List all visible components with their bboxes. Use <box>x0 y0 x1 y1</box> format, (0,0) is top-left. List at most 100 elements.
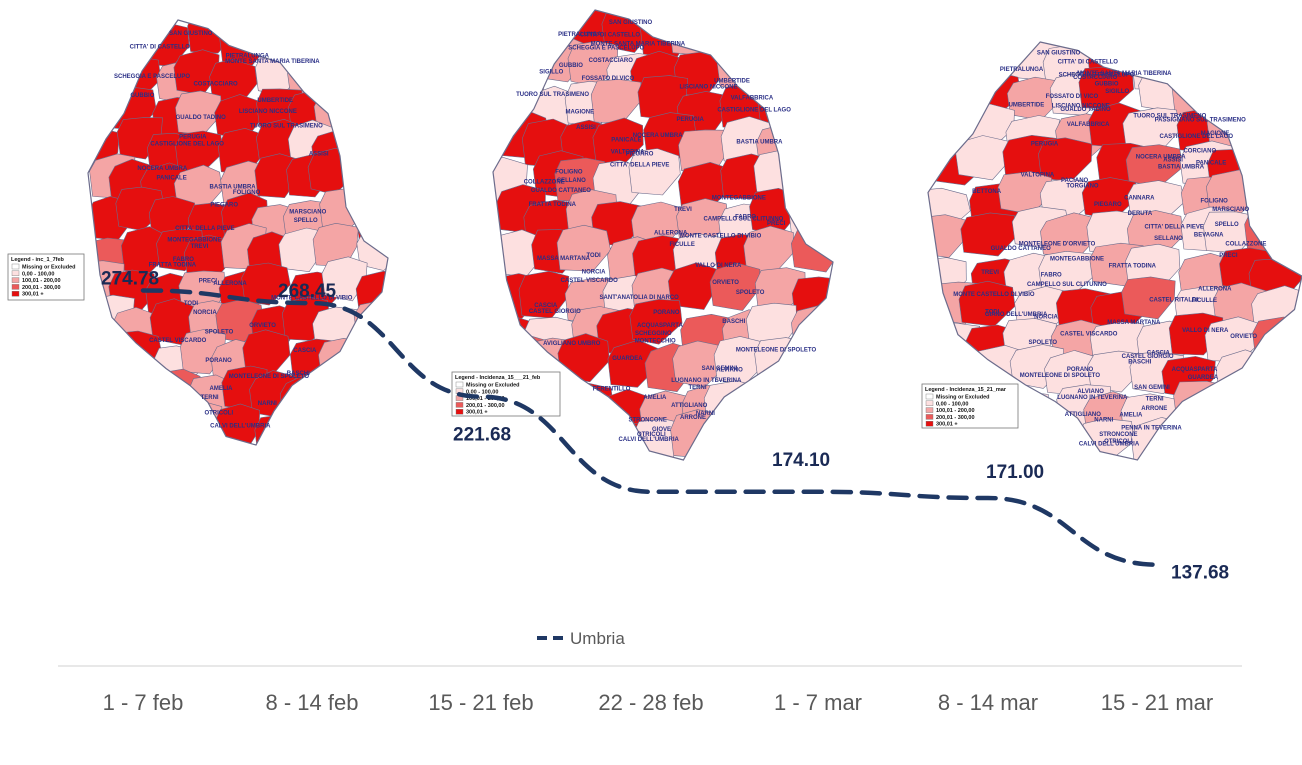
municipality-area <box>784 158 833 206</box>
map-legend-swatch <box>11 263 20 270</box>
municipality-label: STRONCONE <box>629 417 667 423</box>
municipality-area <box>183 234 233 281</box>
municipality-area <box>788 354 833 399</box>
series-line-umbria <box>140 288 1160 567</box>
municipality-label: CITTA' DELLA PIEVE <box>175 226 234 232</box>
map-legend-swatch <box>11 277 20 283</box>
map-legend-box <box>7 253 85 301</box>
municipality-area <box>1122 107 1181 151</box>
municipality-area <box>1258 42 1302 89</box>
municipality-area <box>173 164 223 211</box>
municipality-area <box>517 10 569 47</box>
municipality-label: CASCIA <box>293 348 317 354</box>
municipality-label: CALVI DELL'UMBRIA <box>619 437 680 443</box>
municipality-label: VALTOPINA <box>611 150 645 156</box>
municipality-label: PRECI <box>767 221 786 227</box>
municipality-label: CORCIANO <box>1183 149 1216 155</box>
municipality-label: CASTEL VISCARDO <box>149 338 207 344</box>
municipality-area <box>1171 70 1227 117</box>
municipality-label: MONTELEONE DI SPOLETO <box>1020 373 1101 379</box>
municipality-label: FOSSATO DI VICO <box>582 76 635 82</box>
municipality-label: CASTIGLIONE DEL LAGO <box>717 107 791 113</box>
municipality-label: SCHEGGIA E PASCELUPO <box>568 45 644 51</box>
municipality-area <box>1121 276 1176 320</box>
municipality-label: MONTELEONE D'ORVIETO <box>1019 241 1096 247</box>
municipality-label: FRATTA TODINA <box>149 263 197 269</box>
municipality-label: GUALDO TADINO <box>1060 107 1111 113</box>
municipality-area <box>1126 210 1184 257</box>
municipality-label: CASCIA <box>534 303 558 309</box>
municipality-label: CALVI DELL'UMBRIA <box>1079 441 1140 447</box>
municipality-label: TERNI <box>1146 396 1164 402</box>
municipality-label: ARRONE <box>680 415 706 421</box>
series-legend: Umbria <box>537 629 625 648</box>
region-outline <box>492 9 834 461</box>
map-legend-title: Legend - Incidenza_15_21_mar <box>925 387 1007 393</box>
municipality-area <box>1258 172 1302 219</box>
municipality-label: TREVI <box>191 244 209 250</box>
municipality-area <box>1244 429 1299 460</box>
municipality-label: PENNA IN TEVERINA <box>1121 426 1182 432</box>
municipality-label: TODI <box>985 310 1000 316</box>
municipality-area <box>784 379 833 425</box>
municipality-label: TUORO SUL TRASIMENO <box>250 123 323 129</box>
municipality-label: PASSIGNANO SUL TRASIMENO <box>1155 118 1246 124</box>
municipality-label: ALVIANO <box>716 368 743 374</box>
municipality-label: NOCERA UMBRA <box>633 133 683 139</box>
municipality-area <box>928 79 978 125</box>
municipality-label: CASTEL VISCARDO <box>561 278 619 284</box>
municipality-label: AMELIA <box>643 395 667 401</box>
municipality-area <box>790 10 833 53</box>
municipality-area <box>350 342 388 386</box>
municipality-area <box>493 316 534 363</box>
municipality-label: SELLANO <box>1154 236 1183 242</box>
municipality-area <box>757 81 811 128</box>
municipality-label: MAGIONE <box>565 110 594 116</box>
municipality-labels: SAN GIUSTINO CITTA' DI CASTELLO PIETRALUNG… <box>114 31 353 430</box>
municipality-label: ASSISI <box>1163 157 1183 163</box>
municipality-label: TODI <box>184 301 199 307</box>
municipality-label: ORVIETO <box>249 323 276 329</box>
municipality-label: CITTA' DI CASTELLO <box>580 32 641 38</box>
municipality-area <box>676 198 730 246</box>
municipality-label: BASCHI <box>1128 360 1151 366</box>
legend-label-umbria: Umbria <box>570 629 625 648</box>
municipality-label: CASCIA <box>1147 350 1171 356</box>
municipality-label: COSTACCIARO <box>589 58 634 64</box>
municipality-area <box>347 20 388 55</box>
municipality-label: DERUTA <box>1128 211 1153 217</box>
municipality-label: CASTIGLIONE DEL LAGO <box>150 142 224 148</box>
municipality-label: CITTA' DI CASTELLO <box>1058 60 1119 66</box>
municipality-label: BASTIA UMBRA <box>1158 165 1205 171</box>
municipality-area <box>1040 212 1097 259</box>
municipality-area <box>742 389 793 435</box>
region-outline <box>927 41 1302 461</box>
municipality-label: BETTONA <box>972 189 1002 195</box>
municipality-area <box>955 135 1011 181</box>
map-legend-box <box>921 383 1019 429</box>
municipality-label: MONTECCHIO <box>635 338 676 344</box>
municipality-area <box>353 167 388 211</box>
municipality-label: SPOLETO <box>1029 340 1058 346</box>
municipality-area <box>1221 42 1276 78</box>
map-legend-item: 200,01 - 300,00 <box>936 415 975 421</box>
municipality-label: FRATTA TODINA <box>1109 263 1157 269</box>
map-legend-title: Legend - Incidenza_15___21_feb <box>455 375 541 381</box>
municipality-label: SPELLO <box>1215 222 1239 228</box>
map-legend-swatch <box>925 421 934 427</box>
map-legend-item: 300,01 + <box>22 292 44 298</box>
municipality-label: BEVAGNA <box>1194 233 1224 239</box>
map-legend-item: Missing or Excluded <box>466 383 519 389</box>
x-tick-labels: 1 - 7 feb 8 - 14 feb 15 - 21 feb 22 - 28 fe… <box>103 690 1214 715</box>
municipality-area <box>713 336 767 384</box>
municipality-label: ACQUASPARTA <box>1172 367 1218 373</box>
municipality-label: CAMPELLO SUL CLITUNNO <box>1027 282 1107 288</box>
municipality-area <box>756 34 808 83</box>
municipality-label: TERNI <box>201 395 219 401</box>
municipality-area <box>1211 412 1268 459</box>
municipality-label: SELLANO <box>557 178 586 184</box>
x-tick-label: 22 - 28 feb <box>598 690 703 715</box>
municipality-label: PERUGIA <box>1031 141 1059 147</box>
municipality-area <box>241 262 291 306</box>
